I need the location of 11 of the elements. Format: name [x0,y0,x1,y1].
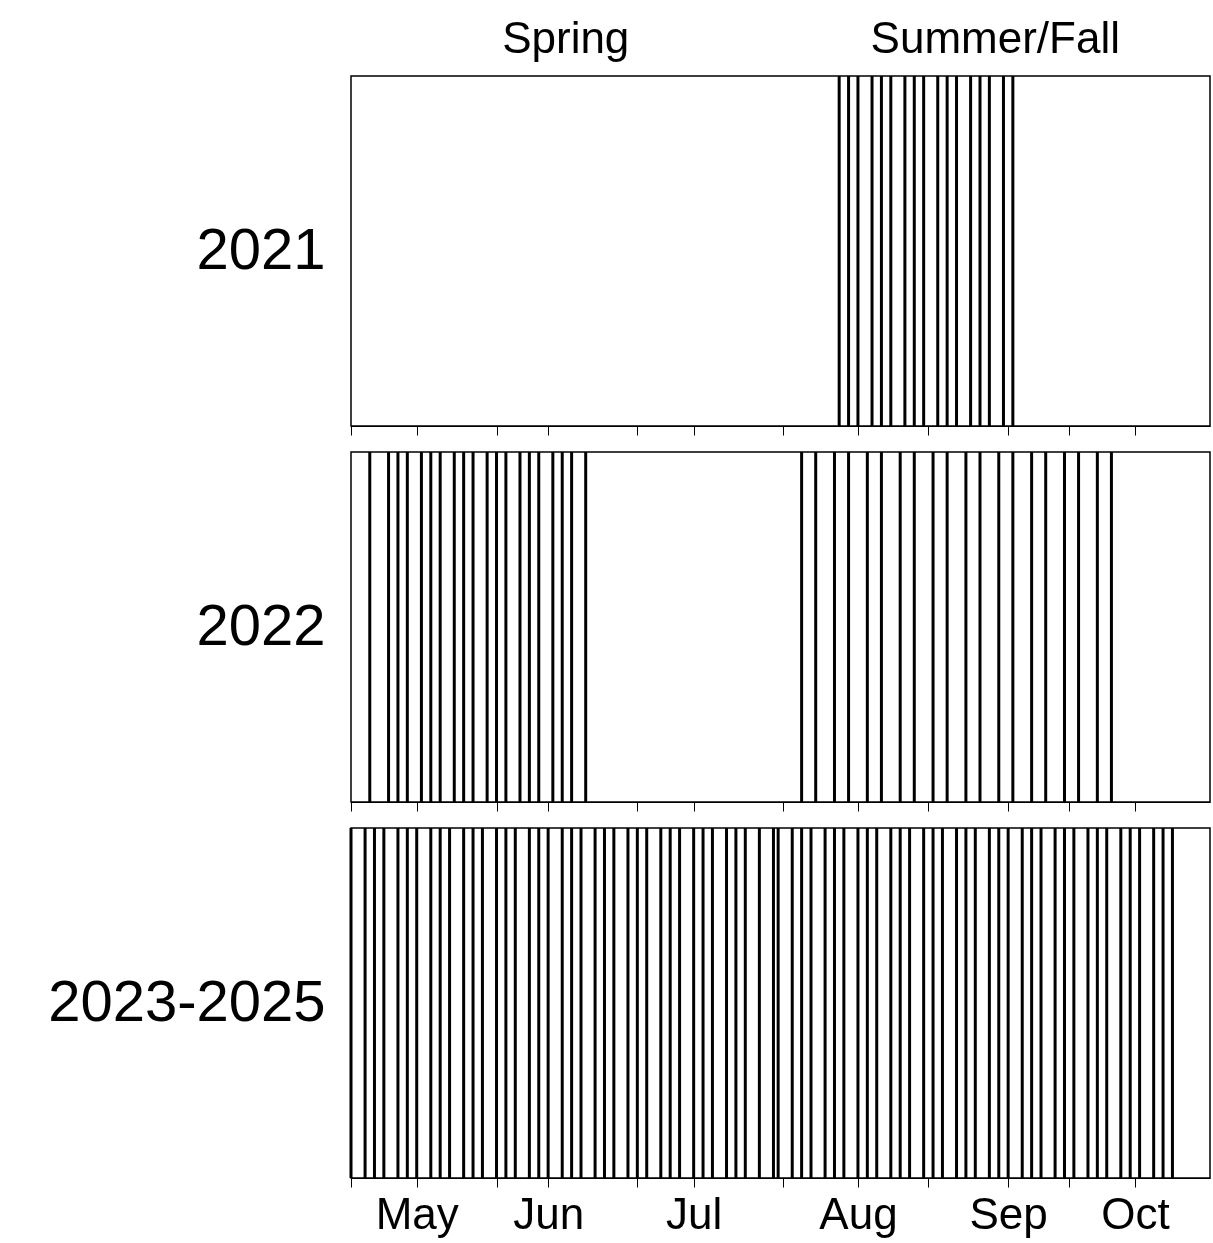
y-axis-title: 2022 [196,591,326,657]
x-tick-label: May [375,1188,459,1238]
y-axis-title: 2023-2025 [48,967,326,1033]
x-tick-label: Jul [666,1188,723,1238]
x-tick-label: Jun [513,1188,585,1238]
x-tick-label: Aug [819,1188,898,1238]
y-axis-title: 2021 [196,215,326,281]
text: Summer/Fall [870,13,1120,62]
x-tick-label: Sep [969,1188,1048,1238]
text: Spring [502,13,630,62]
x-tick-label: Oct [1101,1188,1170,1238]
